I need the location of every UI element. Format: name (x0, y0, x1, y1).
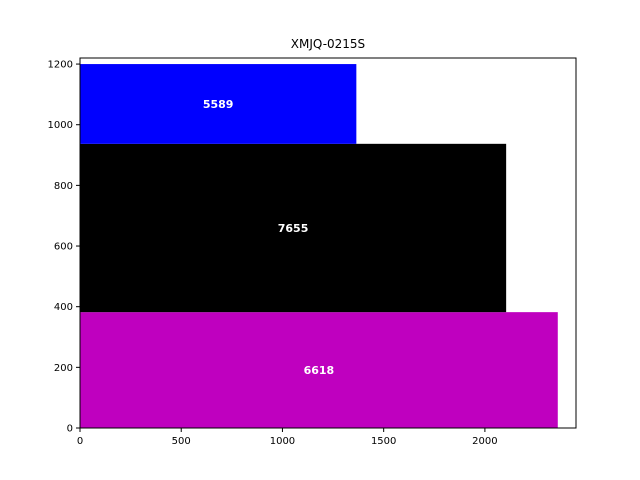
axes-layer: 0 500 1000 1500 2000 0 200 400 600 800 1000 1200 (48, 57, 577, 447)
x-tick-label-0: 0 (77, 436, 83, 447)
bars-layer: 6618 7655 5589 (80, 64, 558, 428)
y-tick-label-1: 200 (54, 363, 73, 374)
x-tick-label-3: 1500 (371, 436, 396, 447)
x-tick-label-4: 2000 (472, 436, 497, 447)
y-tick-label-0: 0 (67, 424, 73, 435)
chart-title: XMJQ-0215S (291, 37, 365, 51)
y-tick-label-4: 800 (54, 181, 73, 192)
x-tick-label-2: 1000 (270, 436, 295, 447)
y-tick-label-3: 600 (54, 242, 73, 253)
bar-0 (80, 312, 558, 428)
axes-frame (79, 57, 577, 429)
y-tick-label-2: 400 (54, 302, 73, 313)
bar-label-1: 7655 (278, 222, 309, 235)
bar-1 (80, 143, 507, 313)
bar-label-0: 6618 (304, 364, 335, 377)
y-tick-label-6: 1200 (48, 60, 73, 71)
bar-2 (80, 64, 357, 144)
y-tick-label-5: 1000 (48, 120, 73, 131)
x-tick-label-1: 500 (172, 436, 191, 447)
bar-label-2: 5589 (203, 98, 234, 111)
